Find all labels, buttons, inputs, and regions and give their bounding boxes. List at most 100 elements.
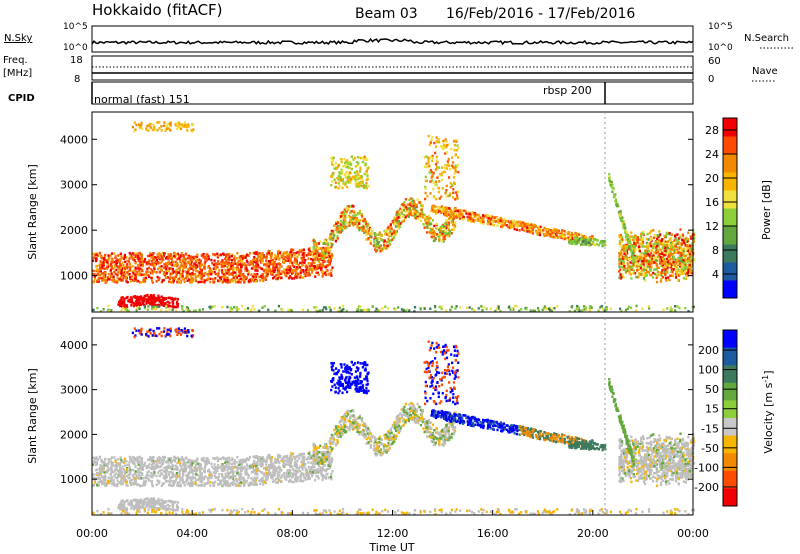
data-cell	[322, 264, 325, 268]
data-cell	[653, 234, 656, 237]
data-cell	[138, 251, 141, 255]
data-cell	[134, 459, 137, 462]
data-cell	[459, 217, 462, 220]
data-cell	[470, 218, 473, 222]
data-cell	[158, 276, 161, 280]
data-cell	[104, 280, 107, 283]
data-cell	[168, 280, 171, 283]
data-cell	[228, 255, 231, 258]
data-cell	[143, 483, 147, 487]
data-cell	[244, 469, 247, 473]
data-cell	[133, 304, 136, 308]
data-cell	[117, 271, 120, 275]
data-cell	[188, 261, 191, 265]
data-cell	[614, 198, 618, 201]
data-cell	[665, 257, 668, 261]
data-cell	[669, 265, 672, 269]
data-cell	[232, 269, 235, 272]
data-cell	[181, 254, 184, 258]
data-cell	[293, 277, 296, 280]
data-cell	[634, 248, 637, 251]
data-cell	[659, 248, 662, 252]
data-cell	[268, 463, 271, 467]
data-cell	[346, 205, 349, 208]
data-cell	[233, 262, 236, 265]
data-cell	[601, 244, 604, 248]
data-cell	[435, 197, 438, 201]
data-cell	[227, 269, 230, 272]
data-cell	[198, 258, 201, 262]
data-cell	[659, 252, 662, 255]
data-cell	[408, 209, 411, 212]
data-cell	[567, 231, 570, 234]
data-cell	[675, 250, 678, 253]
data-cell	[172, 260, 175, 264]
data-cell	[122, 477, 125, 481]
data-cell	[426, 221, 429, 225]
data-cell	[174, 305, 177, 309]
data-cell	[203, 279, 206, 283]
cpid-label: CPID	[8, 93, 35, 104]
data-cell	[553, 229, 556, 233]
data-cell	[119, 300, 122, 303]
data-cell	[107, 254, 110, 257]
data-cell	[496, 220, 499, 223]
data-cell	[146, 308, 149, 311]
data-cell	[529, 231, 532, 234]
data-cell	[620, 310, 623, 313]
data-cell	[691, 305, 694, 309]
data-cell	[659, 242, 662, 246]
data-cell	[428, 171, 431, 174]
data-cell	[229, 309, 232, 312]
data-cell	[169, 275, 172, 278]
data-cell	[650, 273, 653, 277]
data-cell	[440, 307, 443, 311]
data-cell	[137, 254, 140, 258]
data-cell	[661, 252, 664, 255]
data-cell	[689, 270, 692, 274]
data-cell	[122, 274, 125, 277]
data-cell	[364, 162, 367, 165]
data-cell	[263, 263, 266, 266]
data-cell	[482, 216, 485, 220]
data-cell	[538, 228, 542, 232]
data-cell	[336, 224, 339, 228]
data-cell	[617, 210, 620, 214]
data-cell	[167, 269, 170, 273]
data-cell	[515, 228, 518, 232]
data-cell	[637, 255, 640, 259]
data-cell	[231, 462, 234, 466]
data-cell	[637, 266, 640, 270]
data-cell	[153, 303, 156, 307]
data-cell	[111, 279, 114, 282]
data-cell	[640, 235, 643, 238]
data-cell	[669, 274, 672, 277]
data-cell	[404, 309, 407, 312]
data-cell	[403, 201, 406, 204]
data-cell	[639, 266, 642, 270]
data-cell	[667, 276, 670, 279]
data-cell	[226, 279, 229, 282]
data-cell	[302, 269, 305, 272]
data-cell	[427, 214, 430, 218]
data-cell	[275, 263, 278, 266]
data-cell	[335, 222, 338, 226]
data-cell	[231, 457, 234, 460]
data-cell	[102, 257, 105, 260]
data-cell	[674, 309, 677, 312]
data-cell	[636, 265, 639, 268]
data-cell	[265, 265, 268, 268]
data-cell	[149, 294, 152, 297]
data-cell	[453, 166, 456, 170]
data-cell	[358, 226, 361, 230]
data-cell	[169, 267, 172, 270]
data-cell	[408, 207, 411, 210]
data-cell	[250, 273, 253, 276]
data-cell	[239, 277, 242, 281]
data-cell	[569, 236, 572, 239]
data-cell	[405, 207, 408, 211]
data-cell	[452, 212, 455, 215]
data-cell	[692, 258, 696, 261]
data-cell	[163, 121, 166, 124]
data-cell	[600, 241, 603, 245]
